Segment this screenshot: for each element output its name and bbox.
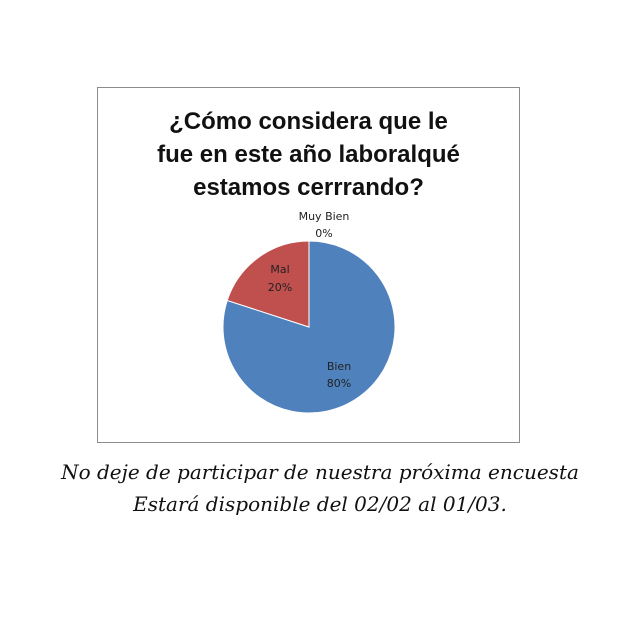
- chart-title-line: fue en este año laboralqué: [157, 141, 460, 168]
- pie-slice-mal: [226, 240, 310, 328]
- data-label-percent: 0%: [315, 227, 332, 240]
- data-label-percent: 80%: [327, 377, 351, 390]
- pie-chart: Bien 80% Mal 20% Muy Bien 0%: [222, 210, 396, 414]
- chart-area: ¿Cómo considera que le fue en este año l…: [97, 87, 520, 443]
- pie-labels: Bien 80% Mal 20% Muy Bien 0%: [268, 210, 351, 390]
- data-label-name: Bien: [327, 360, 351, 373]
- footer-availability: Estará disponible del 02/02 al 01/03.: [133, 492, 507, 516]
- chart-title-line: ¿Cómo considera que le: [169, 108, 448, 135]
- chart-title-line: estamos cerrrando?: [193, 174, 424, 201]
- data-label-percent: 20%: [268, 281, 292, 294]
- pie-slices: [222, 240, 396, 414]
- footer-invitation: No deje de participar de nuestra próxima…: [61, 460, 579, 484]
- data-label-name: Mal: [270, 263, 289, 276]
- chart-title: ¿Cómo considera que le fue en este año l…: [98, 105, 519, 204]
- data-label-name: Muy Bien: [299, 210, 350, 223]
